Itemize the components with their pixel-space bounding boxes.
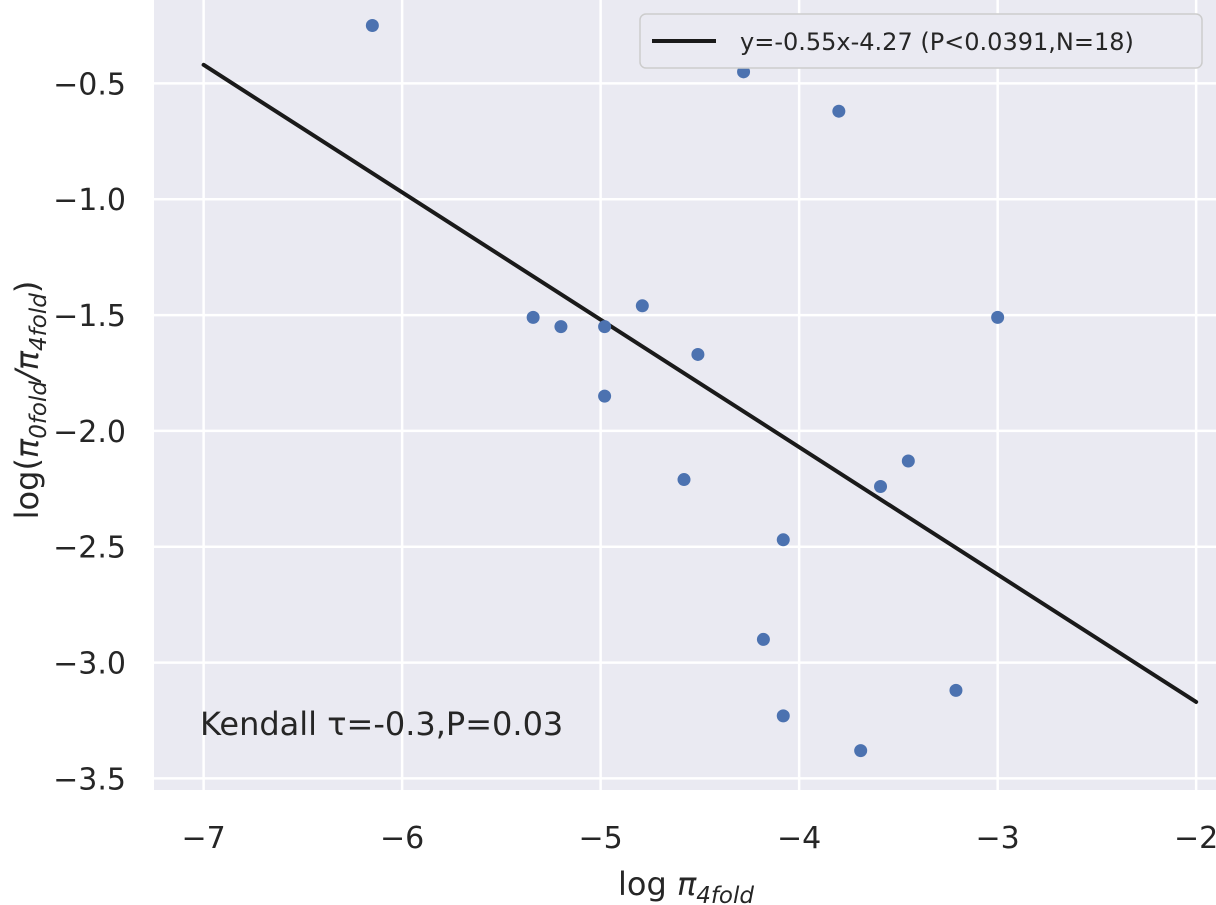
data-point bbox=[691, 347, 705, 361]
x-axis-label: log π4fold bbox=[618, 865, 754, 905]
data-point bbox=[901, 454, 915, 468]
y-tick-label: −1.5 bbox=[53, 299, 126, 334]
y-tick-label: −1.0 bbox=[53, 183, 126, 218]
x-tick-label: −7 bbox=[182, 821, 226, 856]
data-points bbox=[365, 18, 1005, 758]
y-axis-label-group: log(π0fold/π4fold) bbox=[8, 281, 52, 520]
data-point bbox=[598, 320, 612, 334]
x-tick-label: −5 bbox=[579, 821, 623, 856]
data-point bbox=[776, 709, 790, 723]
y-tick-label: −3.5 bbox=[53, 762, 126, 797]
grid-lines bbox=[154, 0, 1216, 790]
y-tick-label: −0.5 bbox=[53, 67, 126, 102]
legend-box bbox=[639, 13, 1203, 69]
y-axis-label: log(π0fold/π4fold) bbox=[8, 281, 52, 520]
data-point bbox=[365, 18, 379, 32]
data-point bbox=[874, 480, 888, 494]
x-tick-label: −3 bbox=[976, 821, 1020, 856]
y-tick-label: −2.5 bbox=[53, 531, 126, 566]
kendall-annotation: Kendall τ=-0.3,P=0.03 bbox=[200, 705, 563, 743]
data-point bbox=[677, 473, 691, 487]
data-point bbox=[776, 533, 790, 547]
data-point bbox=[526, 310, 540, 324]
x-tick-label: −2 bbox=[1174, 821, 1216, 856]
x-tick-label: −4 bbox=[777, 821, 821, 856]
fit-line-layer bbox=[201, 62, 1199, 704]
data-point bbox=[991, 310, 1005, 324]
legend: y=-0.55x-4.27 (P<0.0391,N=18) bbox=[639, 13, 1203, 69]
fit-line bbox=[201, 62, 1199, 704]
data-point bbox=[635, 299, 649, 313]
tick-labels: −7 −6 −5 −4 −3 −2 −0.5 −1.0 −1.5 −2.0 −2.5 −3.0 −3.5 bbox=[53, 67, 1216, 856]
y-tick-label: −3.0 bbox=[53, 647, 126, 682]
data-point bbox=[756, 632, 770, 646]
data-point bbox=[854, 744, 868, 758]
plot-area bbox=[154, 0, 1216, 790]
data-point bbox=[598, 389, 612, 403]
legend-label: y=-0.55x-4.27 (P<0.0391,N=18) bbox=[740, 28, 1134, 56]
data-point bbox=[949, 683, 963, 697]
data-point bbox=[832, 104, 846, 118]
y-tick-label: −2.0 bbox=[53, 415, 126, 450]
x-tick-label: −6 bbox=[380, 821, 424, 856]
data-point bbox=[554, 320, 568, 334]
